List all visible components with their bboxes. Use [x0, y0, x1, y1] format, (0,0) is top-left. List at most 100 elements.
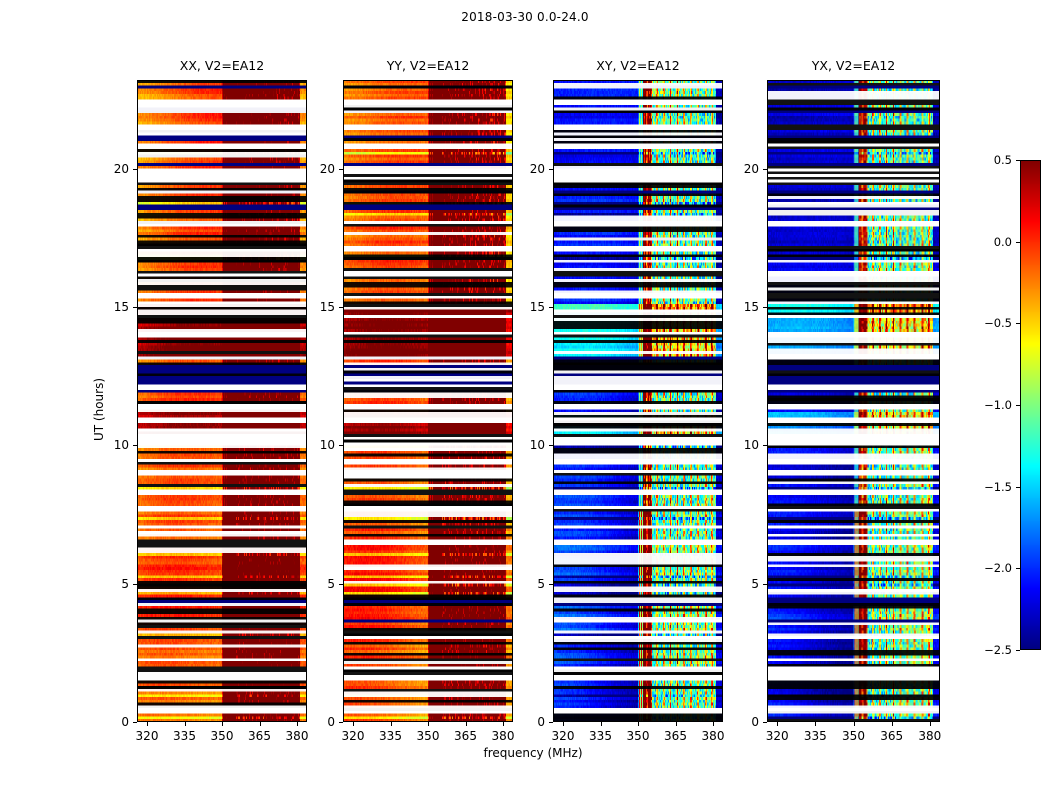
x-tick-label-365: 365 [248, 729, 271, 743]
y-tick-label-15: 15 [319, 299, 335, 314]
y-tick-mark [549, 583, 553, 585]
y-tick-label-10: 10 [743, 438, 759, 453]
x-tick-label-335: 335 [803, 729, 827, 743]
y-tick-label-0: 0 [537, 715, 545, 729]
x-tick-label-380: 380 [285, 729, 309, 743]
y-tick-label-5: 5 [121, 576, 129, 591]
x-tick-mark [147, 722, 148, 726]
x-axis-label: frequency (MHz) [483, 746, 583, 760]
x-tick-label-335: 335 [589, 729, 612, 743]
figure-suptitle: 2018-03-30 0.0-24.0 [461, 10, 589, 24]
y-axis-label: UT (hours) [92, 377, 106, 441]
y-tick-mark [763, 306, 767, 308]
panel-title-yx: YX, V2=EA12 [811, 58, 896, 73]
x-tick-mark [222, 722, 223, 726]
y-tick-mark [133, 445, 137, 447]
colorbar [1020, 160, 1041, 650]
x-tick-mark [777, 722, 779, 726]
x-tick-mark [184, 722, 186, 726]
x-tick-mark [390, 722, 392, 726]
y-tick-label-20: 20 [529, 161, 545, 176]
colorbar-tick-mark [1016, 405, 1020, 406]
x-tick-label-380: 380 [701, 729, 725, 743]
y-tick-mark [763, 445, 767, 447]
x-tick-label-335: 335 [379, 729, 402, 743]
y-tick-label-15: 15 [743, 299, 759, 314]
y-tick-label-5: 5 [751, 576, 759, 591]
panel-title-yy: YY, V2=EA12 [386, 58, 470, 73]
x-tick-label-320: 320 [135, 729, 159, 743]
x-tick-mark [638, 722, 639, 726]
x-tick-label-365: 365 [880, 729, 904, 743]
x-tick-label-350: 350 [416, 729, 440, 743]
y-tick-mark [763, 583, 767, 585]
x-tick-mark [929, 722, 931, 726]
colorbar-tick-mark [1016, 241, 1020, 243]
waterfall-image-xx [137, 80, 307, 722]
x-tick-mark [297, 722, 298, 726]
colorbar-tick-mark [1016, 650, 1020, 651]
y-tick-mark [133, 722, 137, 723]
y-tick-label-20: 20 [319, 161, 335, 176]
colorbar-tick-label-0: −2.5 [984, 643, 1012, 657]
x-tick-label-380: 380 [491, 729, 515, 743]
x-tick-label-350: 350 [210, 729, 234, 743]
y-tick-label-20: 20 [743, 161, 759, 176]
colorbar-tick-label-6: 0.5 [993, 153, 1012, 167]
y-tick-mark [339, 168, 343, 170]
y-tick-label-0: 0 [327, 715, 335, 729]
panel-title-xy: XY, V2=EA12 [596, 58, 680, 73]
waterfall-panel-xy: XY, V2=EA12 [553, 58, 723, 722]
x-tick-mark [563, 722, 564, 726]
x-tick-mark [675, 722, 677, 726]
y-tick-mark [763, 168, 767, 170]
colorbar-tick-label-2: −1.5 [984, 479, 1012, 494]
y-tick-mark [133, 168, 137, 170]
x-tick-mark [891, 722, 893, 726]
colorbar-tick-label-1: −2.0 [984, 561, 1012, 576]
x-tick-mark [428, 722, 429, 726]
y-tick-label-15: 15 [113, 299, 129, 314]
colorbar-tick-mark [1016, 568, 1020, 570]
y-tick-label-5: 5 [327, 576, 335, 591]
colorbar-tick-mark [1016, 160, 1020, 161]
x-tick-mark [853, 722, 855, 726]
y-tick-label-10: 10 [113, 438, 129, 453]
colorbar-gradient [1020, 160, 1041, 650]
y-tick-mark [133, 306, 137, 308]
y-tick-mark [549, 722, 553, 723]
x-tick-mark [815, 722, 817, 726]
waterfall-panel-yy: YY, V2=EA12 [343, 58, 513, 722]
y-tick-mark [339, 583, 343, 585]
waterfall-image-yy [343, 80, 513, 722]
waterfall-image-xy [553, 80, 723, 722]
y-tick-label-0: 0 [751, 715, 759, 729]
panel-title-xx: XX, V2=EA12 [179, 58, 265, 73]
y-tick-mark [339, 722, 343, 723]
y-tick-mark [339, 306, 343, 308]
colorbar-tick-mark [1016, 323, 1020, 325]
y-tick-label-0: 0 [121, 715, 129, 729]
colorbar-tick-label-4: −0.5 [984, 316, 1012, 331]
x-tick-mark [259, 722, 261, 726]
x-tick-label-320: 320 [341, 729, 365, 743]
x-tick-mark [465, 722, 467, 726]
y-tick-label-10: 10 [529, 438, 545, 453]
colorbar-tick-mark [1016, 486, 1020, 488]
colorbar-tick-label-3: −1.0 [984, 398, 1012, 412]
x-tick-mark [600, 722, 602, 726]
y-tick-label-20: 20 [113, 161, 129, 176]
y-tick-mark [549, 168, 553, 170]
x-tick-label-350: 350 [842, 729, 865, 743]
x-tick-label-365: 365 [454, 729, 477, 743]
y-tick-mark [763, 722, 767, 723]
waterfall-panel-xx: XX, V2=EA12 [137, 58, 307, 722]
x-tick-label-320: 320 [765, 729, 789, 743]
x-tick-mark [353, 722, 354, 726]
y-tick-label-10: 10 [319, 438, 335, 453]
x-tick-label-335: 335 [173, 729, 196, 743]
y-tick-label-5: 5 [537, 576, 545, 591]
x-tick-label-380: 380 [918, 729, 942, 743]
colorbar-tick-label-5: 0.0 [993, 234, 1012, 249]
x-tick-label-320: 320 [551, 729, 575, 743]
